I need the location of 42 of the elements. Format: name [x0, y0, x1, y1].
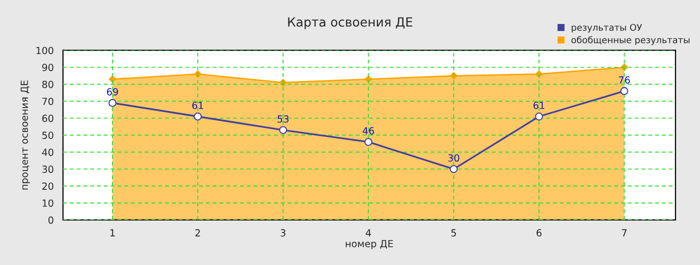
y-tick-label: 90	[42, 64, 54, 72]
x-tick-label: 3	[280, 229, 286, 237]
x-tick-label: 6	[536, 229, 542, 237]
y-tick-label: 30	[42, 166, 54, 173]
x-axis-title: номер ДЕ	[346, 240, 393, 250]
y-tick-label: 80	[42, 80, 54, 88]
data-label: 30	[448, 154, 460, 162]
y-tick-label: 0	[48, 216, 54, 224]
data-label: 61	[192, 102, 204, 110]
point	[364, 138, 372, 146]
x-tick-label: 4	[366, 229, 371, 236]
point	[108, 98, 116, 107]
point	[194, 112, 202, 120]
point	[108, 76, 116, 83]
point	[364, 76, 372, 83]
point	[279, 126, 288, 134]
chart-title: Карта освоения ДЕ	[288, 17, 412, 30]
x-tick-label: 1	[110, 229, 115, 236]
data-label: 69	[106, 88, 118, 96]
point	[194, 70, 202, 78]
point	[535, 70, 543, 78]
data-label: 46	[362, 127, 374, 134]
data-label: 53	[278, 115, 288, 123]
y-tick-label: 50	[42, 132, 54, 139]
y-axis-title: процент освоения ДЕ	[20, 80, 30, 190]
point	[450, 165, 458, 174]
x-tick-label: 7	[622, 229, 627, 236]
y-tick-label: 40	[42, 148, 54, 156]
point	[535, 112, 543, 120]
x-tick-label: 5	[451, 229, 456, 237]
data-label: 61	[534, 102, 544, 110]
y-tick-label: 20	[42, 182, 54, 190]
y-tick-label: 100	[36, 46, 54, 54]
y-tick-label: 60	[42, 114, 54, 122]
x-tick-label: 2	[195, 229, 200, 236]
y-tick-label: 70	[42, 98, 54, 106]
data-label: 76	[618, 76, 630, 84]
legend-label: результаты ОУ	[572, 24, 642, 33]
legend-label: обобщенные результаты	[571, 36, 690, 46]
y-tick-label: 10	[42, 199, 54, 207]
point	[620, 87, 628, 96]
point	[450, 72, 458, 80]
